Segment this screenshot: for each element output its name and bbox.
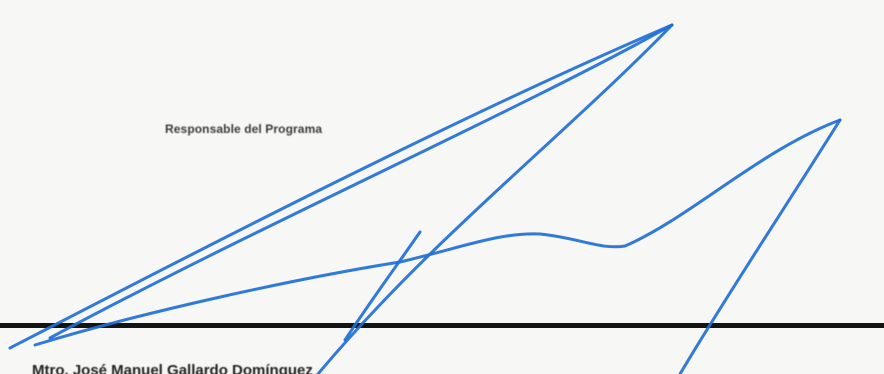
signature-line (0, 323, 884, 328)
signature-stroke-4 (33, 118, 842, 347)
role-label: Responsable del Programa (165, 122, 323, 136)
signature-stroke-2 (48, 23, 674, 340)
signature-stroke-5 (678, 118, 842, 374)
signer-name: Mtro. José Manuel Gallardo Domínguez (32, 362, 313, 374)
signature-stroke-3 (316, 23, 674, 374)
signature-stroke-1 (8, 23, 674, 350)
